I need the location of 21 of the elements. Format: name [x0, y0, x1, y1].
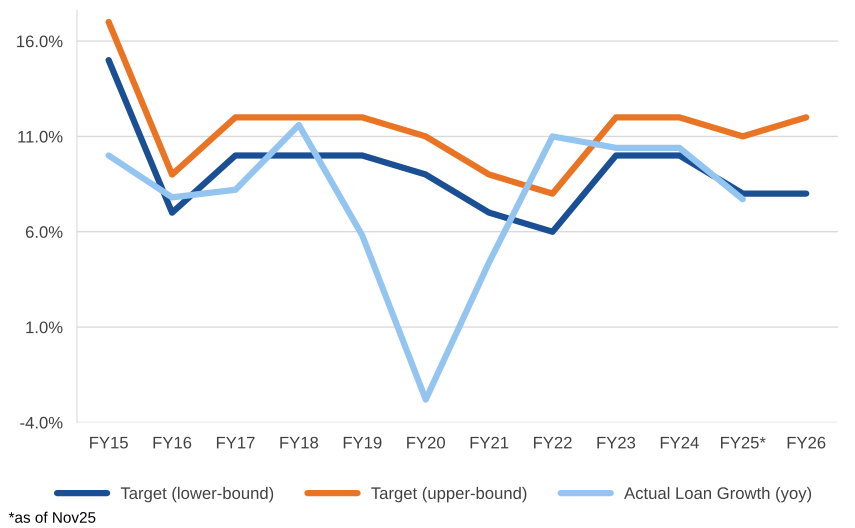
x-tick-label: FY25* [720, 436, 766, 449]
x-tick-label: FY24 [660, 436, 699, 448]
legend-label: Actual Loan Growth (yoy) [624, 486, 812, 502]
x-tick-label: FY23 [597, 436, 636, 449]
x-tick-label: FY22 [534, 436, 572, 448]
x-tick-label: FY17 [216, 436, 255, 448]
y-tick-label: 16.0% [17, 35, 62, 48]
x-tick-label: FY20 [407, 436, 445, 449]
x-tick-label: FY26 [788, 436, 826, 449]
y-tick-label: 1.0% [26, 321, 62, 334]
x-tick-label: FY15 [90, 436, 128, 449]
x-tick-label: FY18 [280, 436, 318, 449]
x-tick-label: FY19 [344, 436, 382, 449]
legend-label: Target (lower-bound) [120, 486, 274, 502]
y-tick-label: 6.0% [26, 226, 62, 238]
x-tick-label: FY21 [470, 436, 508, 448]
y-tick-label: 11.0% [18, 130, 62, 143]
y-tick-label: -4.0% [20, 416, 62, 429]
x-tick-label: FY16 [154, 436, 192, 449]
legend-label: Target (upper-bound) [371, 486, 526, 502]
text: *as of Nov25 [8, 512, 96, 523]
